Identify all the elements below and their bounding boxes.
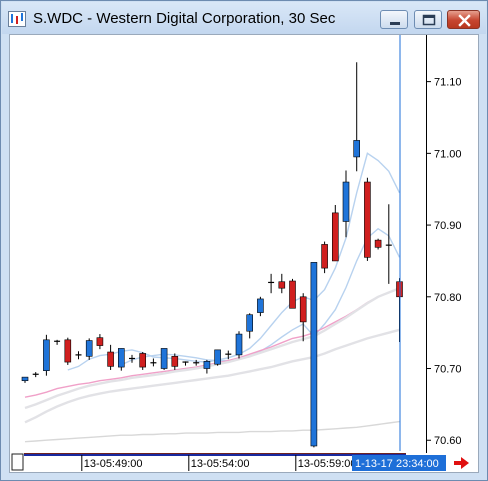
candle-body [342,181,350,222]
candle[interactable] [64,337,72,365]
close-button[interactable] [447,10,480,29]
candle[interactable] [331,204,339,262]
chart-app-icon [8,11,26,27]
price-tick-label: 70.60 [434,435,462,447]
candle-body [235,333,243,356]
candle-body [257,298,264,313]
moving-averages [24,152,401,443]
candle[interactable] [129,354,135,363]
candle[interactable] [54,339,61,345]
time-tick-label: 13-05:49:00 [84,458,143,470]
candle-body [299,296,307,323]
candle[interactable] [321,241,328,274]
moving-average-line-4 [24,287,400,410]
time-tick-label: 13-05:54:00 [191,458,250,470]
price-tick-label: 71.00 [434,148,462,160]
close-icon [458,14,471,27]
candle-body [64,339,72,363]
candle-body [364,181,371,258]
window-title: S.WDC - Western Digital Corporation, 30 … [33,10,336,27]
moving-average-line-5 [24,328,400,424]
minimize-icon [390,22,400,25]
candle-body [118,348,125,368]
candle[interactable] [268,273,275,294]
time-axis: 13-05:49:00 13-05:54:00 13-05:59:00 [81,455,357,471]
candle[interactable] [385,204,392,284]
candle-body [289,280,296,309]
candle[interactable] [299,293,307,342]
price-tick-label: 70.80 [434,292,462,304]
candle[interactable] [107,344,114,370]
candle-body [171,356,179,367]
candle-body [203,361,211,369]
title-bar[interactable]: S.WDC - Western Digital Corporation, 30 … [2,2,486,34]
scroll-thumb[interactable] [11,453,24,471]
candle[interactable] [85,338,93,360]
candle[interactable] [96,334,104,350]
candle[interactable] [21,376,29,383]
moving-average-line-1 [67,152,401,371]
candle[interactable] [118,348,125,371]
chart-area[interactable]: 70.60 70.70 70.80 70.90 71.00 71.10 13-05:49:… [9,34,479,473]
candle[interactable] [182,361,189,366]
candle-body [96,337,104,346]
candle-body [331,212,339,262]
candle[interactable] [289,278,296,309]
candle[interactable] [139,352,146,370]
minimize-button[interactable] [380,10,408,29]
candle-body [278,281,286,289]
moving-average-line-3 [24,287,400,398]
price-axis[interactable]: 70.60 70.70 70.80 70.90 71.00 71.10 [427,77,462,448]
time-tick-label: 13-05:59:00 [298,458,357,470]
candle-body [107,351,114,367]
candle[interactable] [235,331,243,359]
candle-body [310,262,318,447]
candle[interactable] [43,334,50,376]
candle[interactable] [353,62,361,172]
candle[interactable] [32,372,39,378]
candle[interactable] [364,177,371,261]
maximize-button[interactable] [414,10,442,29]
cursor-time-box [352,455,446,471]
candle-body [85,340,93,357]
moving-average-line-6 [24,420,400,443]
scrollbar-track-end [24,453,406,454]
candle[interactable] [171,353,179,370]
candle-body [160,348,168,369]
candle[interactable] [75,351,82,360]
price-tick-label: 70.70 [434,364,462,376]
candle[interactable] [160,348,168,370]
candle[interactable] [257,296,264,317]
candle-body [214,349,221,365]
candle[interactable] [374,238,382,250]
candle-body [374,239,382,248]
candle[interactable] [225,350,232,360]
candle[interactable] [150,358,157,367]
candle[interactable] [342,170,350,238]
candle[interactable] [193,359,200,366]
candle[interactable] [203,359,211,374]
candle[interactable] [214,349,221,366]
candles [21,62,403,448]
maximize-icon [422,14,436,26]
candle-body [353,140,361,158]
cursor-time-label: 1-13-17 23:34:00 [355,458,439,470]
candle-body [43,339,50,371]
price-chart[interactable]: 70.60 70.70 70.80 70.90 71.00 71.10 13-05:49:… [10,35,478,472]
candle[interactable] [278,273,286,294]
scroll-right-arrow-icon[interactable] [454,457,469,469]
candle-body [21,376,29,382]
candle[interactable] [246,313,253,339]
candle-body [139,353,146,368]
price-tick-label: 71.10 [434,77,462,89]
price-tick-label: 70.90 [434,220,462,232]
scrollbar-track[interactable] [24,453,406,456]
candle[interactable] [310,262,318,448]
candle-body [321,244,328,269]
candle-body [246,314,253,332]
